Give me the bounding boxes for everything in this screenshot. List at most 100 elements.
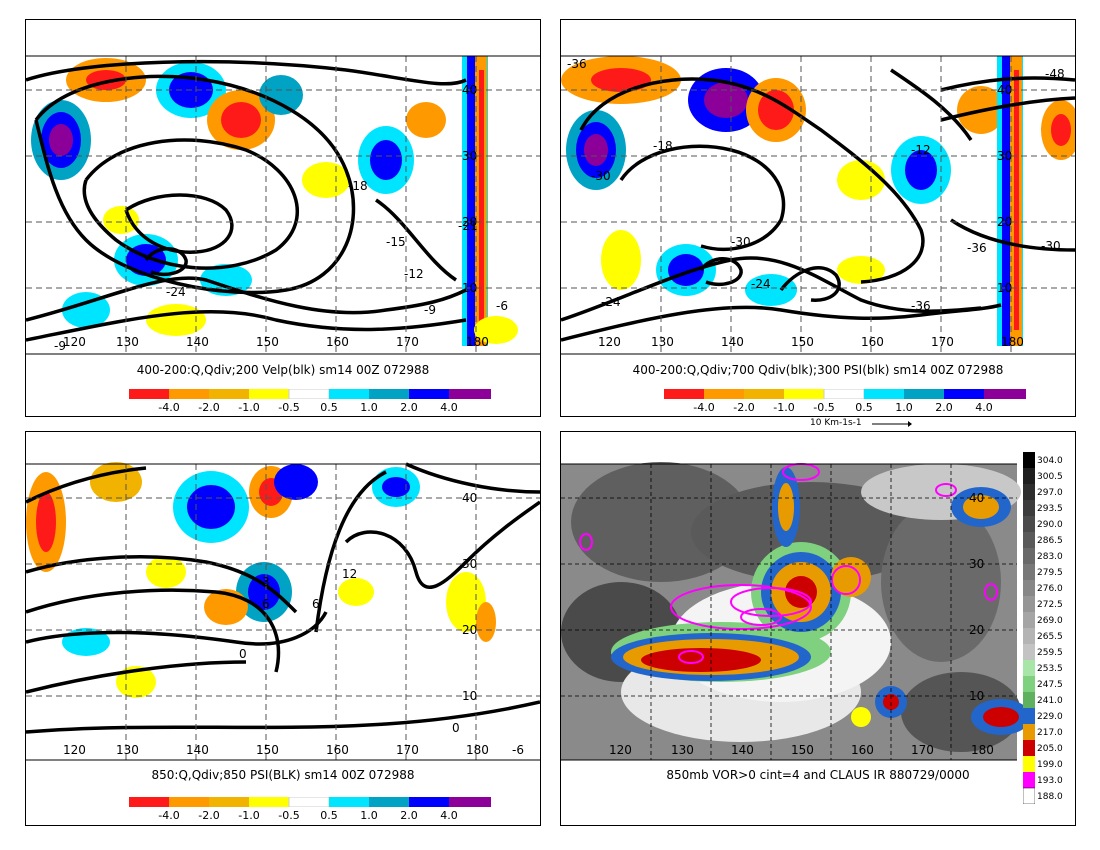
colorbar-label: 1.0: [360, 809, 378, 822]
panel-caption: 850:Q,Qdiv;850 PSI(BLK) sm14 00Z 072988: [151, 768, 415, 782]
colorbar-label: -0.5: [813, 401, 835, 414]
lat-label: 40: [969, 491, 984, 505]
lon-label: 120: [609, 743, 632, 757]
contour-label: -36: [567, 57, 587, 71]
ir-colorbar-label: 217.0: [1037, 728, 1063, 738]
contour-label: -30: [1041, 239, 1061, 253]
lon-label: 130: [671, 743, 694, 757]
colorbar-label: 4.0: [975, 401, 993, 414]
contour-label: -24: [601, 295, 621, 309]
lon-label: 120: [63, 335, 86, 349]
contour-label: -6: [512, 743, 524, 757]
map-midlevel-divergence: -36 -30 -24 -18 -12 -30 -24 -36 -48 -30 …: [561, 55, 1075, 355]
lat-label: 30: [462, 149, 477, 163]
lon-label: 140: [731, 743, 754, 757]
contour-label: 6: [312, 597, 320, 611]
lat-label: 10: [969, 689, 984, 703]
ir-colorbar-label: 276.0: [1037, 584, 1063, 594]
lat-label: 30: [997, 149, 1012, 163]
lon-label: 180: [466, 335, 489, 349]
lon-label: 170: [396, 743, 419, 757]
ir-colorbar-label: 241.0: [1037, 696, 1063, 706]
contour-label: -9: [54, 339, 66, 353]
lon-label: 170: [396, 335, 419, 349]
lat-label: 10: [997, 281, 1012, 295]
lon-label: 180: [466, 743, 489, 757]
lat-label: 10: [462, 689, 477, 703]
ir-colorbar-label: 272.5: [1037, 600, 1063, 610]
ir-colorbar-label: 259.5: [1037, 648, 1063, 658]
lat-label: 30: [969, 557, 984, 571]
lat-label: 20: [462, 623, 477, 637]
map-upper-divergence: -9 -12 -15 -18 -21 -24 -6 -9 120 130 140…: [26, 55, 540, 355]
contour-label: -18: [348, 179, 368, 193]
panel-caption: 400-200:Q,Qdiv;200 Velp(blk) sm14 00Z 07…: [136, 363, 430, 377]
colorbar: [129, 797, 491, 807]
vector-scale-label: 10 Km-1s-1: [810, 418, 862, 428]
ir-colorbar-label: 247.5: [1037, 680, 1063, 690]
contour-label: -18: [653, 139, 673, 153]
lon-label: 150: [256, 743, 279, 757]
lon-label: 170: [931, 335, 954, 349]
colorbar: [129, 389, 491, 399]
colorbar-label: 1.0: [895, 401, 913, 414]
lat-label: 20: [462, 215, 477, 229]
panel-caption: 850mb VOR>0 cint=4 and CLAUS IR 880729/0…: [666, 768, 970, 782]
lon-label: 160: [326, 743, 349, 757]
lon-label: 160: [861, 335, 884, 349]
colorbar-label: -1.0: [238, 809, 260, 822]
colorbar: [664, 389, 1026, 399]
colorbar-label: -0.5: [278, 809, 300, 822]
panel-low-level-divergence: 0 6 12 0 -6 3 6 120 130 140 150 160 170 …: [25, 431, 541, 826]
lat-label: 20: [997, 215, 1012, 229]
contour-label: 12: [342, 567, 357, 581]
colorbar-label: 4.0: [440, 401, 458, 414]
colorbar-label: -0.5: [278, 401, 300, 414]
colorbar-label: -2.0: [733, 401, 755, 414]
colorbar-label: 0.5: [320, 809, 338, 822]
contour-label: -36: [967, 241, 987, 255]
ir-colorbar-label: 286.5: [1037, 536, 1063, 546]
lon-label: 140: [186, 335, 209, 349]
colorbar-label: -4.0: [158, 809, 180, 822]
ir-colorbar-label: 304.0: [1037, 456, 1063, 466]
map-vorticity-ir: 120 130 140 150 160 170 180 10 20 30 40: [561, 462, 1031, 761]
colorbar-label: -4.0: [693, 401, 715, 414]
contour-label: -15: [386, 235, 406, 249]
colorbar-label: -2.0: [198, 809, 220, 822]
colorbar-label: 0.5: [855, 401, 873, 414]
contour-label: -30: [731, 235, 751, 249]
contour-label: -30: [591, 169, 611, 183]
contour-label: -36: [911, 299, 931, 313]
contour-label: -24: [166, 285, 186, 299]
lon-label: 150: [791, 335, 814, 349]
colorbar-label: 1.0: [360, 401, 378, 414]
ir-colorbar-label: 253.5: [1037, 664, 1063, 674]
lon-label: 130: [116, 335, 139, 349]
contour-label: 6: [262, 597, 270, 611]
lon-label: 140: [721, 335, 744, 349]
lat-label: 20: [969, 623, 984, 637]
ir-colorbar-label: 293.5: [1037, 504, 1063, 514]
colorbar-label: -1.0: [773, 401, 795, 414]
contour-label: -6: [496, 299, 508, 313]
lon-label: 130: [651, 335, 674, 349]
lon-label: 160: [851, 743, 874, 757]
ir-colorbar: [1023, 452, 1035, 804]
panel-vorticity-ir: 120 130 140 150 160 170 180 10 20 30 40 …: [560, 431, 1076, 826]
lon-label: 180: [1001, 335, 1024, 349]
lon-label: 150: [256, 335, 279, 349]
colorbar-label: 2.0: [400, 401, 418, 414]
ir-colorbar-label: 193.0: [1037, 776, 1063, 786]
panel-midlevel-divergence: -36 -30 -24 -18 -12 -30 -24 -36 -48 -30 …: [560, 19, 1076, 417]
colorbar-label: 4.0: [440, 809, 458, 822]
contour-label: -12: [911, 143, 931, 157]
lat-label: 40: [997, 83, 1012, 97]
contour-label: -48: [1045, 67, 1065, 81]
colorbar-label: -1.0: [238, 401, 260, 414]
lon-label: 120: [598, 335, 621, 349]
ir-colorbar-label: 290.0: [1037, 520, 1063, 530]
lat-label: 10: [462, 281, 477, 295]
colorbar-label: 0.5: [320, 401, 338, 414]
ir-colorbar-label: 279.5: [1037, 568, 1063, 578]
